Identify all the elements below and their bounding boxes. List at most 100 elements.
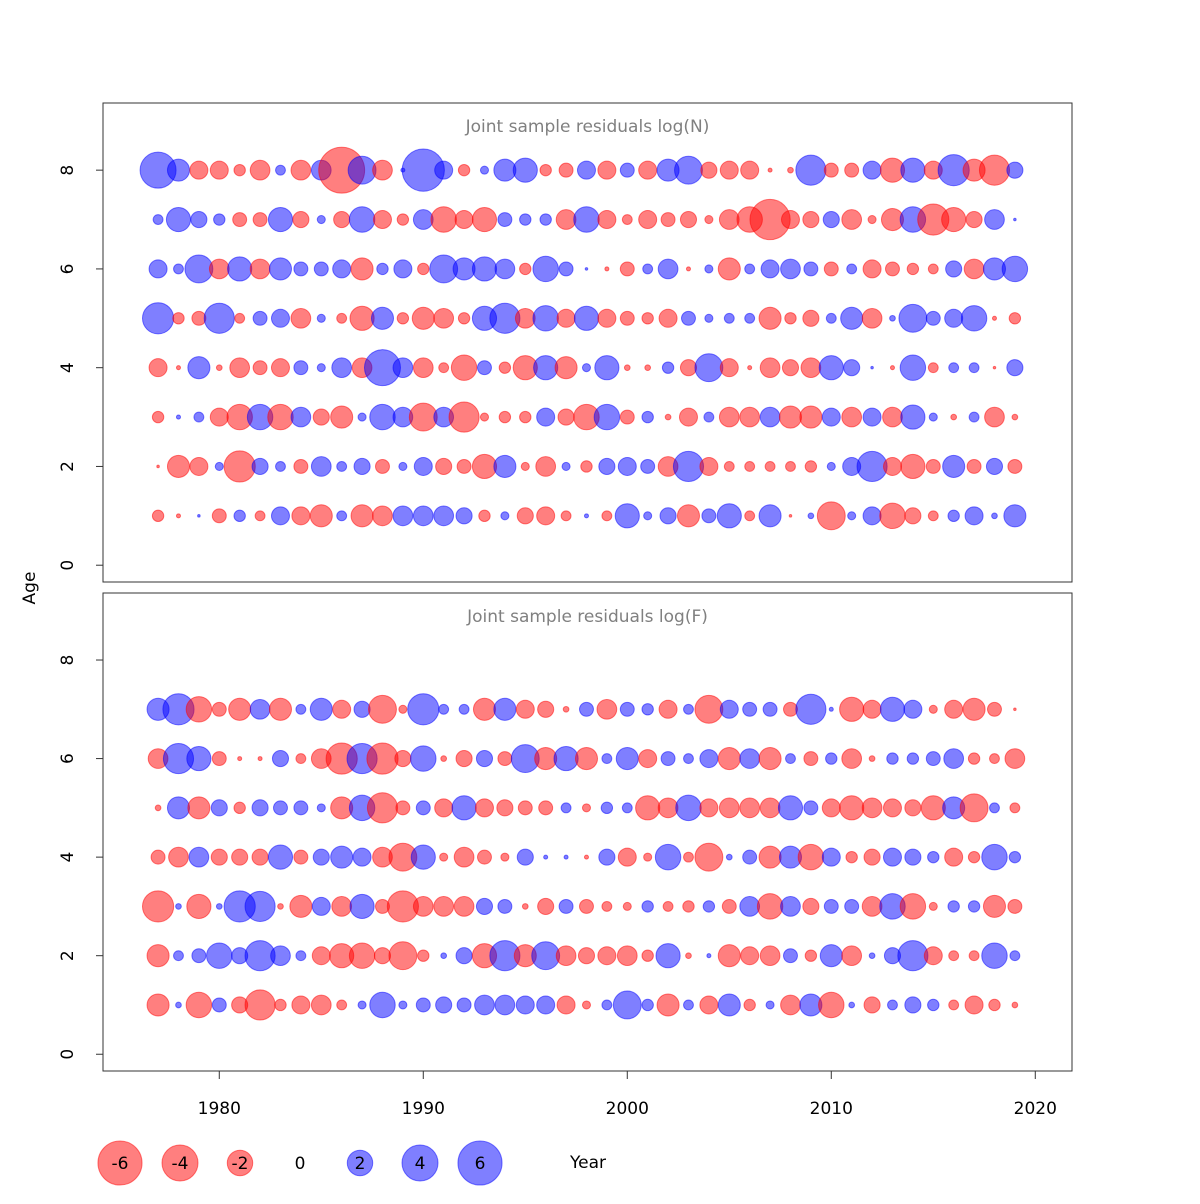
bubble — [417, 949, 430, 962]
bubble — [168, 846, 189, 868]
bubble — [723, 312, 735, 324]
bubble — [347, 155, 377, 185]
bubble — [841, 945, 863, 967]
bubble — [818, 355, 844, 381]
bubble — [678, 407, 698, 427]
bubble — [597, 308, 617, 328]
bubble — [635, 795, 661, 821]
bubble — [847, 511, 857, 521]
bubble — [967, 752, 981, 765]
bubble — [898, 303, 928, 333]
bubble — [660, 212, 676, 228]
bubble — [532, 255, 559, 283]
bubble — [290, 406, 312, 428]
bubble — [270, 308, 290, 328]
x-tick-label: 1990 — [402, 1099, 445, 1119]
bubble — [189, 160, 209, 180]
bubble — [291, 506, 311, 526]
bubble — [700, 161, 718, 179]
bubble — [615, 747, 639, 771]
bubble — [701, 508, 717, 524]
bubble — [350, 257, 374, 281]
bubble — [316, 363, 326, 373]
panel-title: Joint sample residuals log(F) — [466, 607, 708, 627]
bubble — [967, 850, 981, 864]
bubble — [493, 697, 517, 721]
bubble — [704, 264, 714, 274]
bubble — [211, 751, 227, 767]
bubble — [273, 800, 288, 816]
bubble — [964, 506, 984, 526]
bubble — [1007, 898, 1023, 914]
bubble — [739, 748, 761, 769]
bubble — [928, 901, 938, 911]
bubble — [962, 697, 986, 721]
bubble — [1006, 161, 1024, 179]
bubble — [597, 946, 617, 966]
bubble — [797, 843, 825, 871]
bubble — [699, 995, 719, 1015]
bubble — [640, 458, 656, 474]
bubble — [497, 898, 513, 914]
legend-label: 6 — [475, 1154, 486, 1174]
legend-label: 0 — [295, 1154, 306, 1174]
bubble — [535, 456, 557, 477]
bubble — [175, 414, 181, 420]
bubble — [638, 210, 658, 230]
bubble — [237, 756, 243, 762]
bubble — [336, 312, 348, 324]
bubble — [780, 896, 801, 917]
bubble — [557, 408, 575, 426]
bubble — [309, 697, 333, 721]
legend-label: 4 — [415, 1154, 426, 1174]
bubble — [681, 310, 696, 326]
bubble — [375, 458, 390, 474]
bubble — [496, 799, 514, 817]
bubble — [348, 942, 376, 969]
bubble — [556, 308, 576, 328]
bubble — [904, 848, 922, 866]
bubble — [252, 310, 268, 326]
bubble — [644, 364, 652, 372]
bubble — [556, 995, 576, 1015]
bubble — [861, 307, 883, 329]
bubble — [661, 361, 675, 374]
bubble — [702, 900, 716, 913]
bubble — [619, 701, 635, 717]
bubble — [807, 512, 815, 520]
bubble — [780, 994, 801, 1016]
bubble — [739, 406, 761, 428]
bubble — [604, 266, 610, 272]
bubble — [434, 798, 454, 818]
bubble — [785, 461, 796, 472]
bubble — [795, 693, 827, 725]
bubble — [574, 747, 599, 771]
bubble — [534, 747, 558, 771]
bubble — [780, 258, 801, 280]
bubble — [558, 162, 574, 178]
bubble — [333, 210, 351, 229]
bubble — [862, 160, 882, 180]
bubble — [885, 261, 900, 277]
bubble — [641, 703, 654, 716]
bubble — [520, 461, 530, 471]
bubble — [293, 849, 309, 865]
bubble — [839, 696, 865, 722]
bubble — [271, 750, 290, 768]
bubble — [536, 407, 556, 427]
bubble — [411, 306, 435, 330]
bubble — [900, 157, 926, 183]
bubble — [704, 215, 714, 225]
bubble — [456, 458, 472, 474]
bubble — [268, 257, 293, 281]
bubble — [376, 262, 389, 276]
bubble — [740, 160, 760, 180]
bubble — [598, 848, 616, 866]
bubble — [209, 407, 229, 427]
bubble — [622, 901, 632, 911]
bubble — [433, 307, 455, 329]
bubble — [448, 401, 480, 433]
bubble — [412, 896, 434, 917]
bubble — [795, 154, 827, 186]
bubble — [203, 302, 235, 334]
